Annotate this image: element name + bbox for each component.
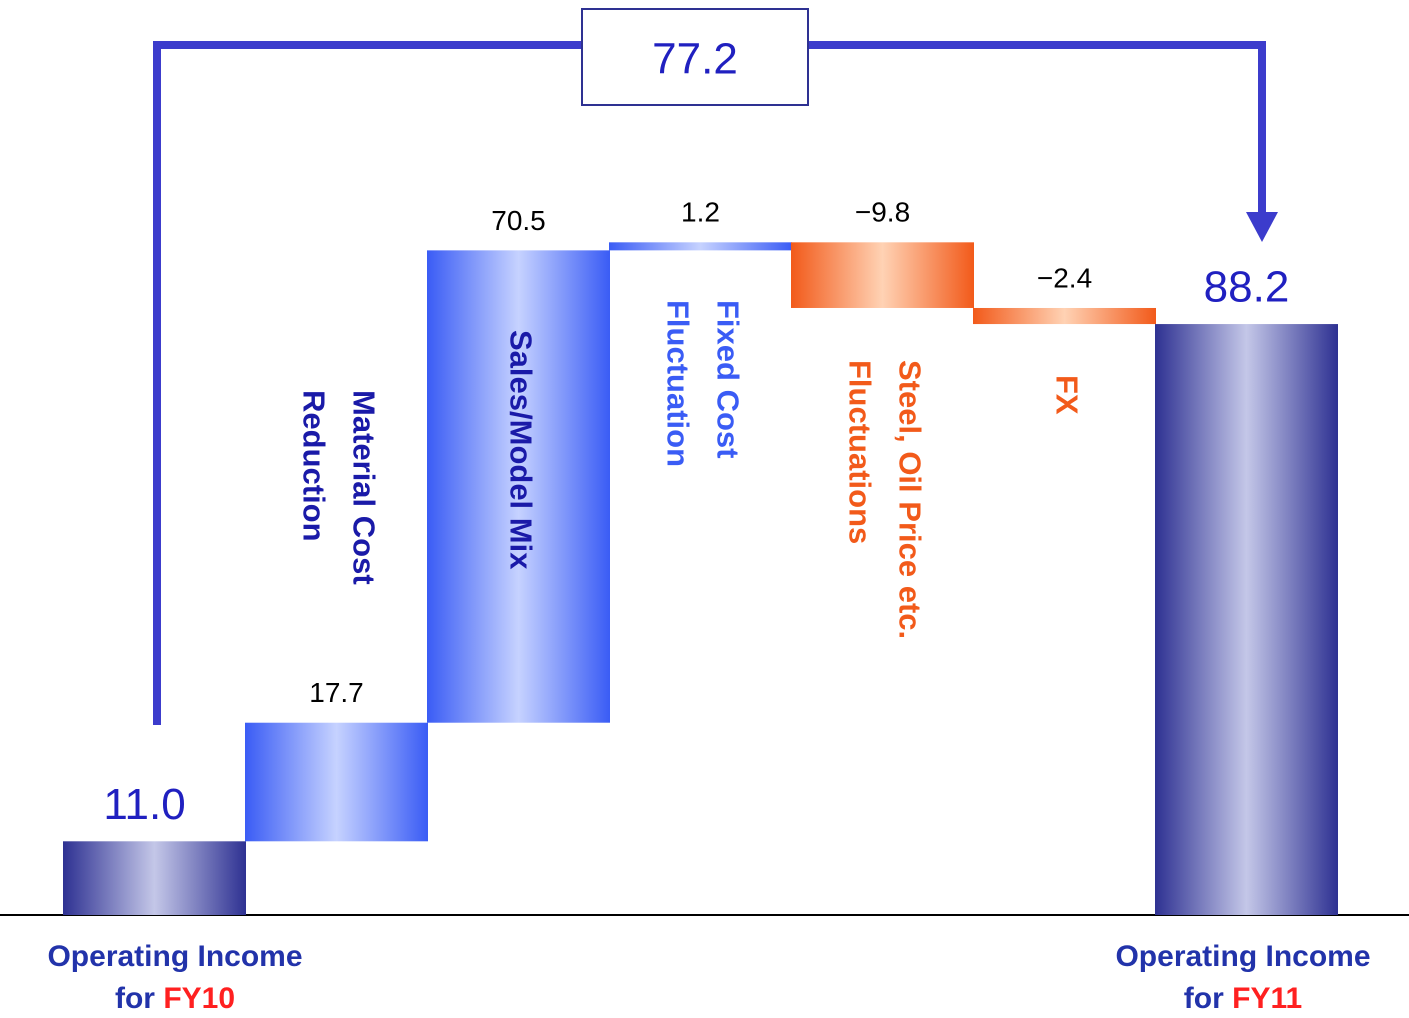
bracket-line — [808, 41, 1266, 215]
category-label-line: Fixed Cost — [710, 300, 745, 458]
value-label: −2.4 — [1037, 262, 1092, 293]
category-label-line: Steel, Oil Price etc. — [892, 360, 927, 639]
category-label: FX — [1049, 375, 1084, 415]
category-label-line: Reduction — [296, 390, 331, 542]
bar — [63, 841, 246, 915]
bracket-line — [153, 41, 582, 725]
bar — [973, 307, 1156, 325]
category-label: for FY11 — [1184, 982, 1302, 1015]
category-label: Fixed Cost Fluctuation — [660, 300, 745, 467]
value-label: 11.0 — [103, 780, 185, 829]
category-label-line: FX — [1049, 375, 1084, 415]
arrow-head — [1246, 212, 1278, 242]
category-label-year: FY10 — [163, 982, 235, 1015]
category-label-year: FY11 — [1232, 982, 1302, 1015]
value-label: 70.5 — [491, 205, 546, 236]
category-label-part: for — [1184, 982, 1224, 1015]
bar — [609, 242, 792, 251]
bar — [1155, 324, 1338, 915]
category-label: Steel, Oil Price etc. Fluctuations — [842, 360, 927, 639]
value-label: 88.2 — [1204, 263, 1290, 312]
category-label-line: Fluctuation — [660, 300, 695, 467]
category-label-part: for — [115, 982, 155, 1015]
bar — [791, 242, 974, 308]
category-label: for FY10 — [115, 982, 235, 1015]
category-label-line: Sales/Model Mix — [503, 330, 538, 570]
value-label: −9.8 — [855, 197, 910, 228]
category-label-line: Fluctuations — [842, 360, 877, 544]
category-label: Operating Income — [47, 940, 302, 973]
value-label: 1.2 — [681, 197, 720, 228]
value-label: 17.7 — [309, 677, 364, 708]
category-label: Sales/Model Mix — [503, 330, 538, 570]
total-change: 77.2 — [652, 35, 738, 84]
bar — [427, 250, 610, 723]
category-label: Material Cost Reduction — [296, 390, 381, 585]
total-change-box — [581, 8, 809, 106]
category-label: Operating Income — [1115, 940, 1370, 973]
category-label-line: Material Cost — [346, 390, 381, 585]
bar — [245, 722, 428, 842]
